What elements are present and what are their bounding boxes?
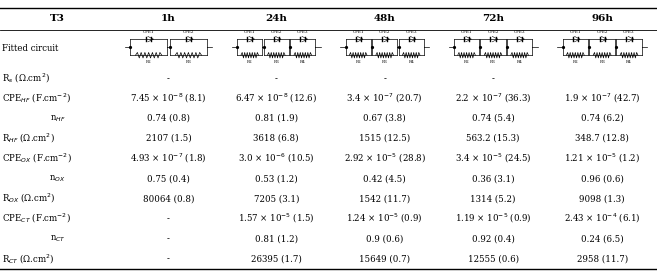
Text: CPE1: CPE1 xyxy=(352,30,364,34)
Text: 0.74 (6.2): 0.74 (6.2) xyxy=(581,114,623,123)
Text: CPE$_{OX}$ (F.cm$^{-2}$): CPE$_{OX}$ (F.cm$^{-2}$) xyxy=(2,152,72,165)
Text: 15649 (0.7): 15649 (0.7) xyxy=(359,254,410,263)
Text: 0.53 (1.2): 0.53 (1.2) xyxy=(255,174,298,183)
Text: 4.93 × 10$^{-7}$ (1.8): 4.93 × 10$^{-7}$ (1.8) xyxy=(130,152,207,165)
Text: 0.81 (1.2): 0.81 (1.2) xyxy=(255,234,298,243)
Text: 48h: 48h xyxy=(374,15,396,23)
Text: 1.24 × 10$^{-5}$ (0.9): 1.24 × 10$^{-5}$ (0.9) xyxy=(346,212,423,226)
Text: 1.19 × 10$^{-5}$ (0.9): 1.19 × 10$^{-5}$ (0.9) xyxy=(455,212,532,226)
Text: 1.57 × 10$^{-5}$ (1.5): 1.57 × 10$^{-5}$ (1.5) xyxy=(238,212,315,226)
Text: 2.2 × 10$^{-7}$ (36.3): 2.2 × 10$^{-7}$ (36.3) xyxy=(455,92,532,105)
Text: 3.0 × 10$^{-6}$ (10.5): 3.0 × 10$^{-6}$ (10.5) xyxy=(238,152,315,165)
Text: 0.67 (3.8): 0.67 (3.8) xyxy=(363,114,406,123)
Text: R2: R2 xyxy=(572,60,578,64)
Text: 0.92 (0.4): 0.92 (0.4) xyxy=(472,234,514,243)
Text: n$_{OX}$: n$_{OX}$ xyxy=(49,173,66,184)
Text: R4: R4 xyxy=(516,60,522,64)
Text: 1515 (12.5): 1515 (12.5) xyxy=(359,134,411,143)
Text: R3: R3 xyxy=(382,60,388,64)
Text: n$_{CT}$: n$_{CT}$ xyxy=(49,233,66,244)
Text: 3.4 × 10$^{-5}$ (24.5): 3.4 × 10$^{-5}$ (24.5) xyxy=(455,152,532,165)
Text: R4: R4 xyxy=(300,60,306,64)
Text: CPE$_{CT}$ (F.cm$^{-2}$): CPE$_{CT}$ (F.cm$^{-2}$) xyxy=(2,212,71,226)
Text: 1.9 × 10$^{-7}$ (42.7): 1.9 × 10$^{-7}$ (42.7) xyxy=(564,92,641,105)
Text: CPE2: CPE2 xyxy=(183,30,194,34)
Text: R2: R2 xyxy=(355,60,361,64)
Text: n$_{HF}$: n$_{HF}$ xyxy=(50,113,65,124)
Text: R$_{HF}$ (Ω.cm$^2$): R$_{HF}$ (Ω.cm$^2$) xyxy=(2,132,55,145)
Text: CPE2: CPE2 xyxy=(271,30,282,34)
Text: R2: R2 xyxy=(247,60,253,64)
Text: Fitted circuit: Fitted circuit xyxy=(2,45,58,53)
Text: -: - xyxy=(383,74,386,83)
Text: 24h: 24h xyxy=(265,15,287,23)
Text: R$_{OX}$ (Ω.cm$^2$): R$_{OX}$ (Ω.cm$^2$) xyxy=(2,192,56,205)
Text: 0.36 (3.1): 0.36 (3.1) xyxy=(472,174,514,183)
Text: CPE3: CPE3 xyxy=(514,30,526,34)
Text: R3: R3 xyxy=(185,60,191,64)
Text: 96h: 96h xyxy=(591,15,613,23)
Text: 2107 (1.5): 2107 (1.5) xyxy=(146,134,191,143)
Text: R2: R2 xyxy=(146,60,152,64)
Text: R4: R4 xyxy=(626,60,632,64)
Text: CPE2: CPE2 xyxy=(597,30,608,34)
Text: CPE1: CPE1 xyxy=(143,30,154,34)
Text: 0.74 (0.8): 0.74 (0.8) xyxy=(147,114,190,123)
Text: 6.47 × 10$^{-8}$ (12.6): 6.47 × 10$^{-8}$ (12.6) xyxy=(235,92,317,105)
Text: 80064 (0.8): 80064 (0.8) xyxy=(143,194,194,203)
Text: CPE3: CPE3 xyxy=(297,30,309,34)
Text: 0.96 (0.6): 0.96 (0.6) xyxy=(581,174,623,183)
Text: -: - xyxy=(167,214,170,223)
Text: 9098 (1.3): 9098 (1.3) xyxy=(579,194,625,203)
Text: -: - xyxy=(167,234,170,243)
Text: R3: R3 xyxy=(490,60,496,64)
Text: R3: R3 xyxy=(599,60,605,64)
Text: -: - xyxy=(491,74,495,83)
Text: 2.92 × 10$^{-5}$ (28.8): 2.92 × 10$^{-5}$ (28.8) xyxy=(344,152,426,165)
Text: 1314 (5.2): 1314 (5.2) xyxy=(470,194,516,203)
Text: CPE2: CPE2 xyxy=(487,30,499,34)
Text: 563.2 (15.3): 563.2 (15.3) xyxy=(466,134,520,143)
Text: CPE1: CPE1 xyxy=(570,30,581,34)
Text: 3.4 × 10$^{-7}$ (20.7): 3.4 × 10$^{-7}$ (20.7) xyxy=(346,92,423,105)
Text: -: - xyxy=(167,254,170,263)
Text: 1h: 1h xyxy=(161,15,176,23)
Text: R3: R3 xyxy=(273,60,279,64)
Text: T3: T3 xyxy=(50,15,65,23)
Text: 0.74 (5.4): 0.74 (5.4) xyxy=(472,114,514,123)
Text: 26395 (1.7): 26395 (1.7) xyxy=(251,254,302,263)
Text: 7205 (3.1): 7205 (3.1) xyxy=(254,194,299,203)
Text: CPE$_{HF}$ (F.cm$^{-2}$): CPE$_{HF}$ (F.cm$^{-2}$) xyxy=(2,92,71,105)
Text: -: - xyxy=(167,74,170,83)
Text: 0.75 (0.4): 0.75 (0.4) xyxy=(147,174,190,183)
Text: 2958 (11.7): 2958 (11.7) xyxy=(576,254,628,263)
Text: -: - xyxy=(275,74,278,83)
Text: 348.7 (12.8): 348.7 (12.8) xyxy=(575,134,629,143)
Text: 72h: 72h xyxy=(482,15,504,23)
Text: CPE3: CPE3 xyxy=(405,30,417,34)
Text: 7.45 × 10$^{-8}$ (8.1): 7.45 × 10$^{-8}$ (8.1) xyxy=(130,92,207,105)
Text: 0.9 (0.6): 0.9 (0.6) xyxy=(366,234,403,243)
Text: 0.81 (1.9): 0.81 (1.9) xyxy=(255,114,298,123)
Text: CPE2: CPE2 xyxy=(379,30,390,34)
Text: 1.21 × 10$^{-5}$ (1.2): 1.21 × 10$^{-5}$ (1.2) xyxy=(564,152,641,165)
Text: 0.24 (6.5): 0.24 (6.5) xyxy=(581,234,623,243)
Text: CPE1: CPE1 xyxy=(244,30,256,34)
Text: R2: R2 xyxy=(464,60,470,64)
Text: 0.42 (4.5): 0.42 (4.5) xyxy=(363,174,406,183)
Text: R$_{CT}$ (Ω.cm$^2$): R$_{CT}$ (Ω.cm$^2$) xyxy=(2,252,55,266)
Text: 12555 (0.6): 12555 (0.6) xyxy=(468,254,518,263)
Text: R$_s$ (Ω.cm$^2$): R$_s$ (Ω.cm$^2$) xyxy=(2,72,50,85)
Text: R4: R4 xyxy=(408,60,414,64)
Text: 2.43 × 10$^{-4}$ (6.1): 2.43 × 10$^{-4}$ (6.1) xyxy=(564,212,641,226)
Text: CPE3: CPE3 xyxy=(623,30,635,34)
Text: CPE1: CPE1 xyxy=(461,30,472,34)
Text: 3618 (6.8): 3618 (6.8) xyxy=(254,134,299,143)
Text: 1542 (11.7): 1542 (11.7) xyxy=(359,194,411,203)
